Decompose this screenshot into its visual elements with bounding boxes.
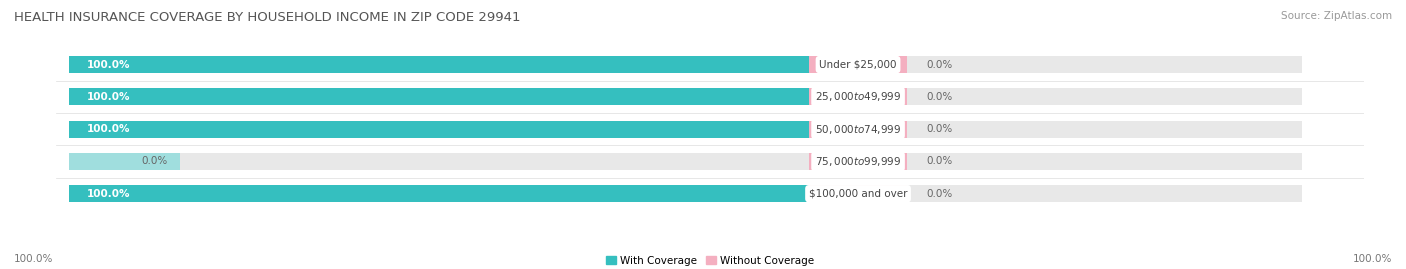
Text: $25,000 to $49,999: $25,000 to $49,999 <box>815 90 901 103</box>
Text: 0.0%: 0.0% <box>927 156 952 167</box>
Bar <box>69 185 808 202</box>
Text: HEALTH INSURANCE COVERAGE BY HOUSEHOLD INCOME IN ZIP CODE 29941: HEALTH INSURANCE COVERAGE BY HOUSEHOLD I… <box>14 11 520 24</box>
Text: $100,000 and over: $100,000 and over <box>808 189 907 199</box>
Text: 100.0%: 100.0% <box>87 124 131 134</box>
Text: $75,000 to $99,999: $75,000 to $99,999 <box>815 155 901 168</box>
Text: Under $25,000: Under $25,000 <box>820 59 897 70</box>
Text: 100.0%: 100.0% <box>87 59 131 70</box>
Text: 100.0%: 100.0% <box>87 189 131 199</box>
Text: 0.0%: 0.0% <box>927 189 952 199</box>
Bar <box>808 89 907 105</box>
Bar <box>808 121 907 137</box>
Bar <box>808 56 907 73</box>
Bar <box>808 153 907 170</box>
Bar <box>69 121 808 137</box>
Bar <box>69 153 1302 170</box>
Text: 100.0%: 100.0% <box>14 254 53 264</box>
Bar <box>69 121 1302 137</box>
Bar <box>69 56 1302 73</box>
Text: 100.0%: 100.0% <box>87 92 131 102</box>
Bar <box>69 56 808 73</box>
Text: 0.0%: 0.0% <box>927 92 952 102</box>
Bar <box>69 89 1302 105</box>
Text: 0.0%: 0.0% <box>927 124 952 134</box>
Bar <box>808 185 907 202</box>
Text: Source: ZipAtlas.com: Source: ZipAtlas.com <box>1281 11 1392 21</box>
Bar <box>69 89 808 105</box>
Text: 0.0%: 0.0% <box>927 59 952 70</box>
Bar <box>69 153 180 170</box>
Text: $50,000 to $74,999: $50,000 to $74,999 <box>815 123 901 136</box>
Bar <box>69 185 1302 202</box>
Text: 100.0%: 100.0% <box>1353 254 1392 264</box>
Legend: With Coverage, Without Coverage: With Coverage, Without Coverage <box>606 256 814 266</box>
Text: 0.0%: 0.0% <box>141 156 167 167</box>
